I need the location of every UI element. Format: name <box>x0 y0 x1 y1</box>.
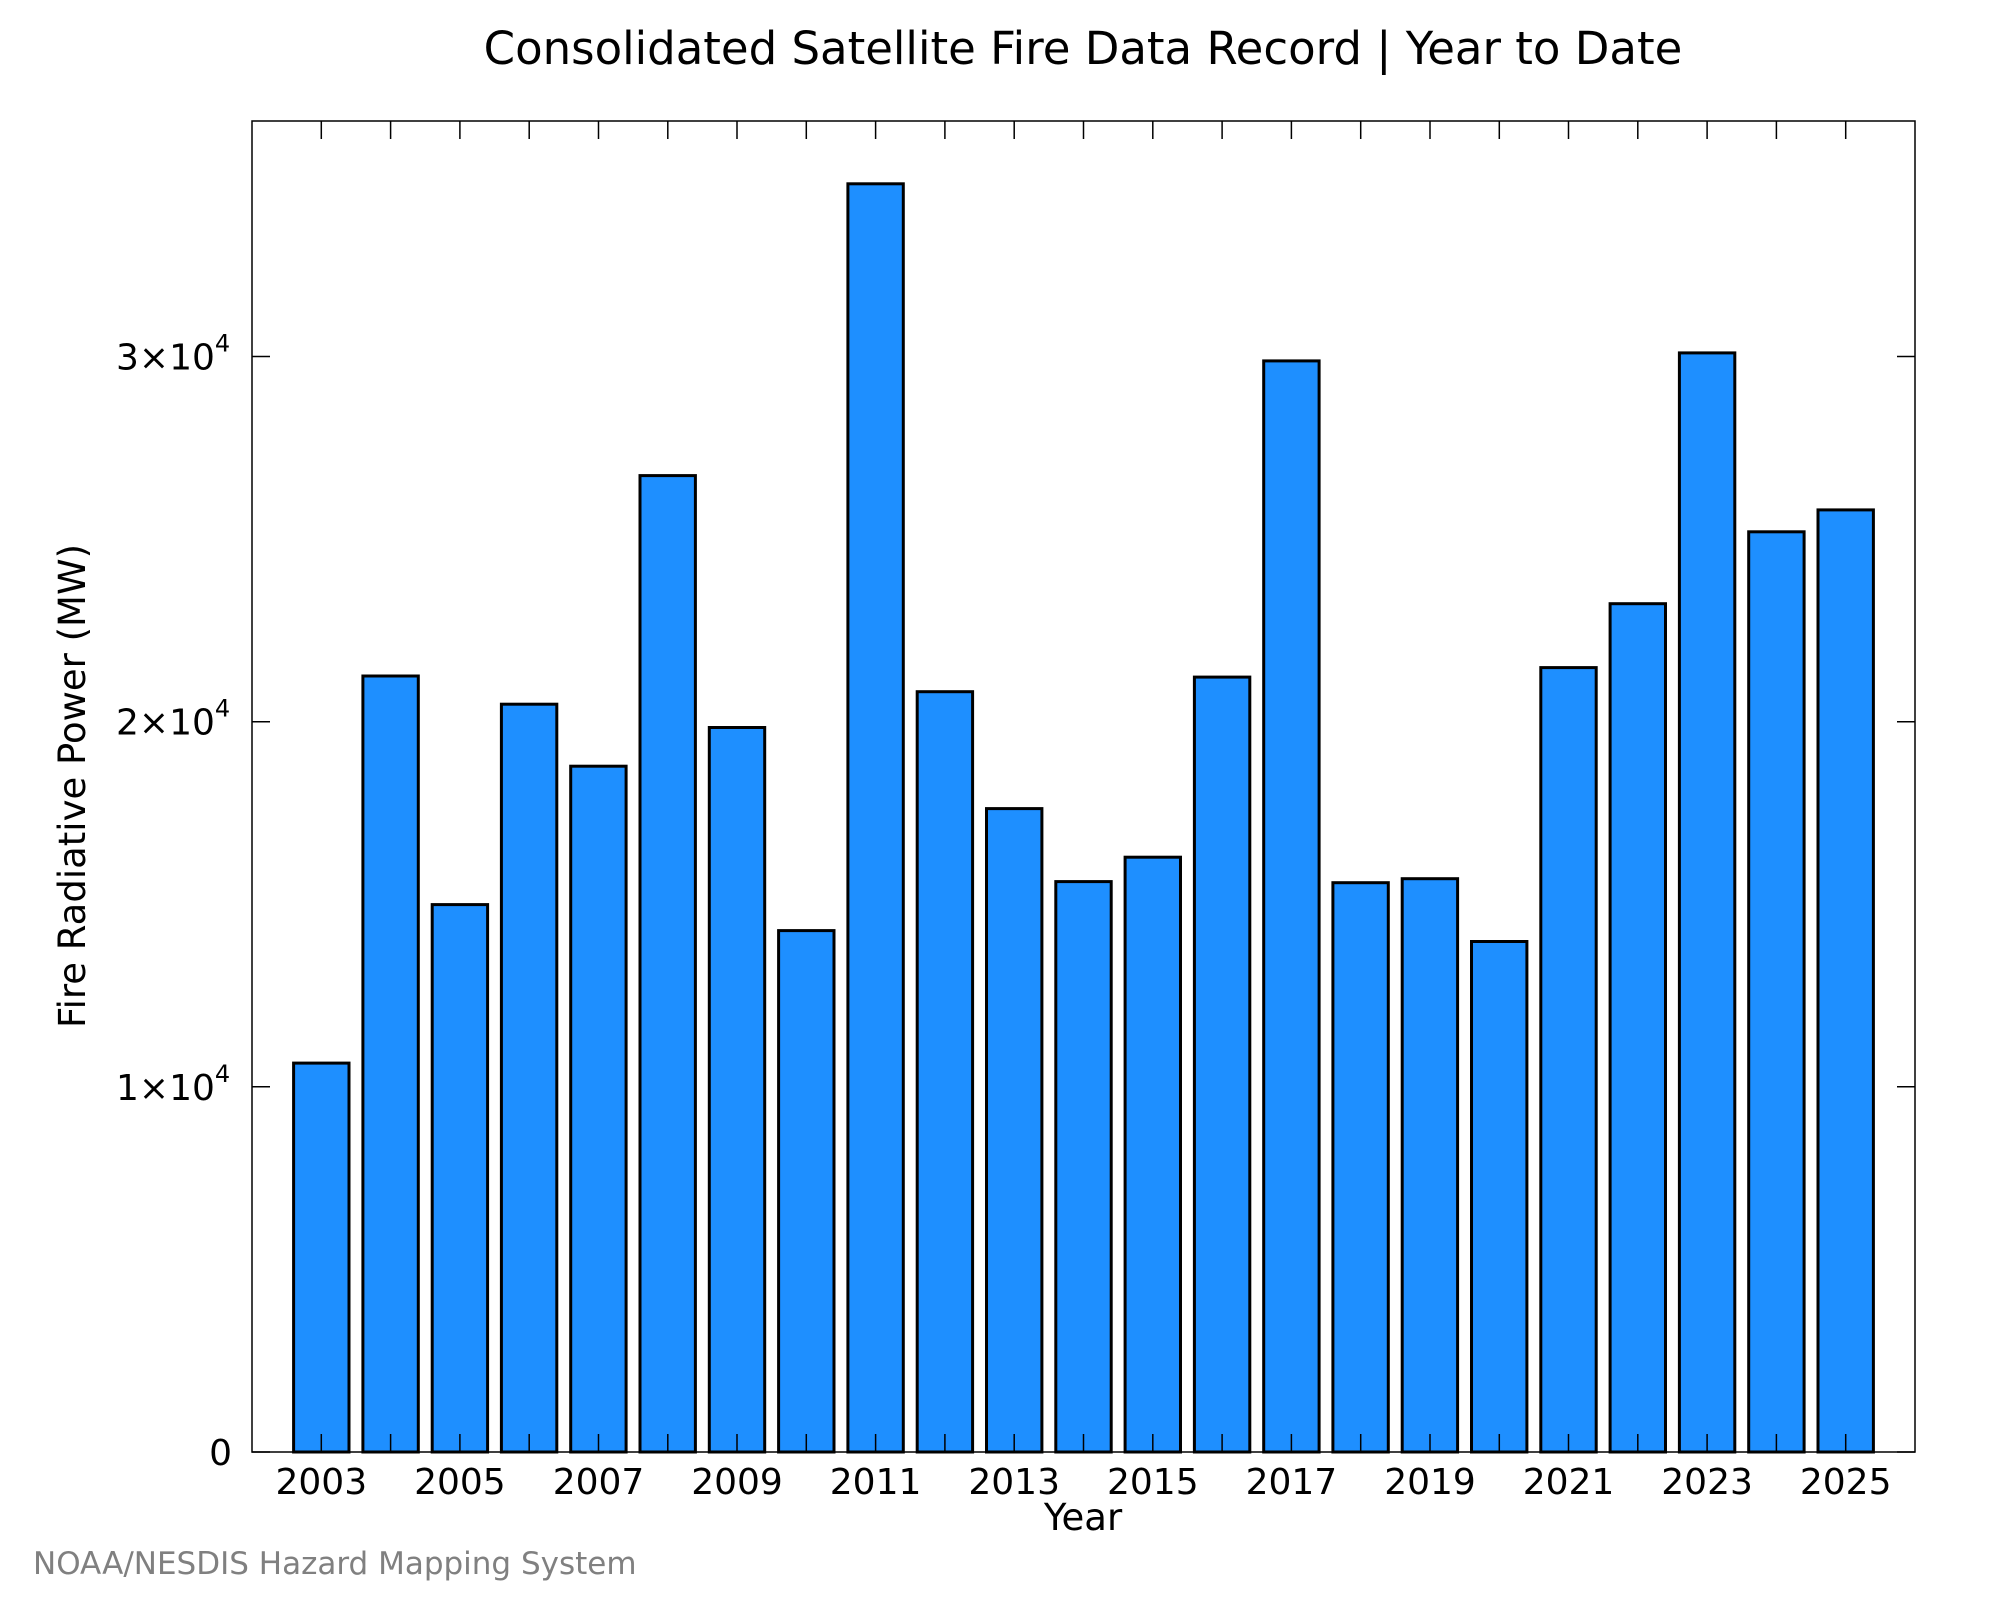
ticks-group <box>252 121 1915 1453</box>
bar-2018 <box>1331 881 1390 1454</box>
x-tick-label-2011: 2011 <box>830 1462 922 1503</box>
bar-2021 <box>1539 666 1598 1454</box>
bar-2004 <box>361 674 420 1454</box>
bar-2008 <box>638 474 697 1454</box>
credit-text: NOAA/NESDIS Hazard Mapping System <box>33 1546 637 1582</box>
bar-2015 <box>1123 855 1182 1454</box>
y-tick-label-30000: 3×104 <box>116 330 230 379</box>
bar-2007 <box>569 764 628 1454</box>
bar-2019 <box>1400 877 1460 1454</box>
x-tick-label-2019: 2019 <box>1384 1462 1476 1503</box>
x-tick-label-2003: 2003 <box>275 1462 367 1503</box>
bar-2010 <box>777 929 836 1454</box>
y-tick-labels: 0 1×104 2×104 3×104 <box>116 330 232 1475</box>
x-tick-label-2017: 2017 <box>1246 1462 1338 1503</box>
bar-2012 <box>915 690 975 1454</box>
x-tick-label-2007: 2007 <box>553 1462 645 1503</box>
y-tick-label-20000: 2×104 <box>116 695 230 744</box>
x-tick-label-2021: 2021 <box>1523 1462 1615 1503</box>
bar-2009 <box>707 726 767 1454</box>
bar-2014 <box>1054 880 1113 1454</box>
bar-2022 <box>1608 602 1667 1454</box>
y-tick-label-10000: 1×104 <box>116 1060 230 1109</box>
chart-title: Consolidated Satellite Fire Data Record … <box>484 22 1683 75</box>
y-axis-label: Fire Radiative Power (MW) <box>51 544 94 1028</box>
bar-2013 <box>985 807 1044 1454</box>
x-tick-label-2013: 2013 <box>968 1462 1060 1503</box>
x-axis-label: Year <box>1043 1496 1123 1539</box>
bar-2003 <box>292 1061 351 1454</box>
y-tick-label-0: 0 <box>209 1433 232 1474</box>
x-tick-label-2025: 2025 <box>1800 1462 1892 1503</box>
x-tick-labels: 2003 2005 2007 2009 2011 2013 2015 2017 2019 2021… <box>275 1462 1891 1503</box>
x-tick-label-2005: 2005 <box>414 1462 506 1503</box>
x-tick-label-2023: 2023 <box>1661 1462 1753 1503</box>
bar-2017 <box>1262 359 1321 1454</box>
bars-group <box>292 182 1875 1454</box>
x-tick-label-2009: 2009 <box>691 1462 783 1503</box>
bar-2011 <box>846 182 905 1454</box>
bar-2025 <box>1816 508 1875 1454</box>
bar-2016 <box>1192 675 1252 1454</box>
bar-2024 <box>1747 530 1806 1454</box>
x-tick-label-2015: 2015 <box>1107 1462 1199 1503</box>
bar-2006 <box>499 702 559 1454</box>
bar-2020 <box>1470 940 1529 1454</box>
bar-2023 <box>1677 351 1737 1454</box>
bar-2005 <box>430 903 490 1454</box>
